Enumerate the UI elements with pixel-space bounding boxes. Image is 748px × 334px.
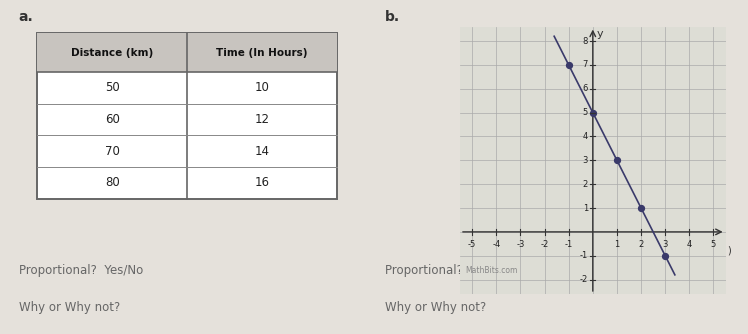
Text: 4: 4 [687, 240, 692, 249]
Text: -3: -3 [516, 240, 524, 249]
Text: 3: 3 [583, 156, 588, 165]
Text: -1: -1 [565, 240, 573, 249]
Text: 80: 80 [105, 176, 120, 189]
Text: MathBits.com: MathBits.com [465, 266, 517, 275]
Bar [37, 33, 337, 72]
Text: y: y [596, 29, 603, 39]
Text: -2: -2 [580, 275, 588, 284]
Text: 60: 60 [105, 113, 120, 126]
Point [611, 158, 623, 163]
Point [562, 62, 574, 67]
Text: a.: a. [19, 10, 34, 24]
Text: Proportional?  Yes/No: Proportional? Yes/No [19, 264, 143, 277]
Text: 2: 2 [639, 240, 644, 249]
Text: 16: 16 [254, 176, 269, 189]
Text: 70: 70 [105, 145, 120, 158]
Text: 2: 2 [583, 180, 588, 189]
Text: Distance (km): Distance (km) [71, 48, 153, 57]
Text: -2: -2 [540, 240, 548, 249]
Text: 6: 6 [583, 84, 588, 93]
Bar [37, 33, 337, 199]
Text: 1: 1 [614, 240, 619, 249]
Text: 3: 3 [663, 240, 668, 249]
Text: -4: -4 [492, 240, 500, 249]
Text: Proportional?  Yes/No: Proportional? Yes/No [385, 264, 509, 277]
Text: 1: 1 [583, 203, 588, 212]
Text: 5: 5 [711, 240, 716, 249]
Text: 5: 5 [583, 108, 588, 117]
Text: 4: 4 [583, 132, 588, 141]
Text: ): ) [727, 245, 731, 255]
Point [635, 205, 647, 211]
Text: 12: 12 [254, 113, 269, 126]
Text: Time (In Hours): Time (In Hours) [216, 48, 307, 57]
Text: b.: b. [385, 10, 400, 24]
Text: 10: 10 [254, 81, 269, 94]
Point [659, 253, 671, 259]
Text: 14: 14 [254, 145, 269, 158]
Point [586, 110, 598, 115]
Text: 8: 8 [583, 36, 588, 45]
Text: Why or Why not?: Why or Why not? [19, 301, 120, 314]
Text: Why or Why not?: Why or Why not? [385, 301, 486, 314]
Text: 7: 7 [583, 60, 588, 69]
Text: 50: 50 [105, 81, 120, 94]
Text: -5: -5 [468, 240, 476, 249]
Text: -1: -1 [580, 251, 588, 260]
